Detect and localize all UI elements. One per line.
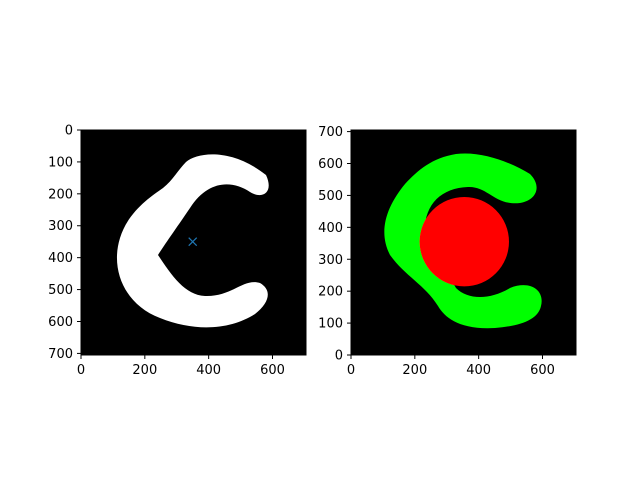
center-marker [188, 237, 198, 247]
y-tick-label: 200 [318, 285, 343, 300]
x-tick-label: 400 [466, 363, 491, 378]
x-marker [188, 237, 198, 247]
y-tick-label: 600 [48, 315, 73, 330]
left-panel: 0 200 400 600 0 100 200 300 400 500 600 700 [48, 124, 307, 379]
y-tick-label: 100 [318, 317, 343, 332]
y-tick-label: 400 [318, 221, 343, 236]
right-axes-frame [350, 129, 577, 356]
x-tick-label: 200 [132, 363, 157, 378]
x-tick-label: 0 [347, 363, 355, 378]
x-tick-label: 0 [77, 363, 85, 378]
overlap-circle [419, 197, 509, 287]
y-tick-label: 0 [335, 349, 343, 364]
x-tick-label: 600 [530, 363, 555, 378]
y-tick-label: 600 [318, 157, 343, 172]
left-axis-ticks: 0 200 400 600 0 100 200 300 400 500 600 700 [48, 124, 285, 379]
y-tick-label: 500 [48, 283, 73, 298]
y-tick-label: 100 [48, 155, 73, 170]
y-tick-label: 500 [318, 189, 343, 204]
right-axis-ticks: 0 200 400 600 0 100 200 300 400 500 600 700 [318, 125, 555, 378]
x-tick-label: 600 [260, 363, 285, 378]
y-tick-label: 300 [318, 253, 343, 268]
right-panel: 0 200 400 600 0 100 200 300 400 500 600 700 [318, 125, 577, 378]
y-tick-label: 700 [318, 125, 343, 140]
y-tick-label: 300 [48, 219, 73, 234]
y-tick-label: 200 [48, 187, 73, 202]
left-axes-frame [80, 129, 307, 356]
x-tick-label: 400 [196, 363, 221, 378]
y-tick-label: 700 [48, 347, 73, 362]
x-tick-label: 200 [402, 363, 427, 378]
y-tick-label: 400 [48, 251, 73, 266]
y-tick-label: 0 [65, 124, 73, 139]
